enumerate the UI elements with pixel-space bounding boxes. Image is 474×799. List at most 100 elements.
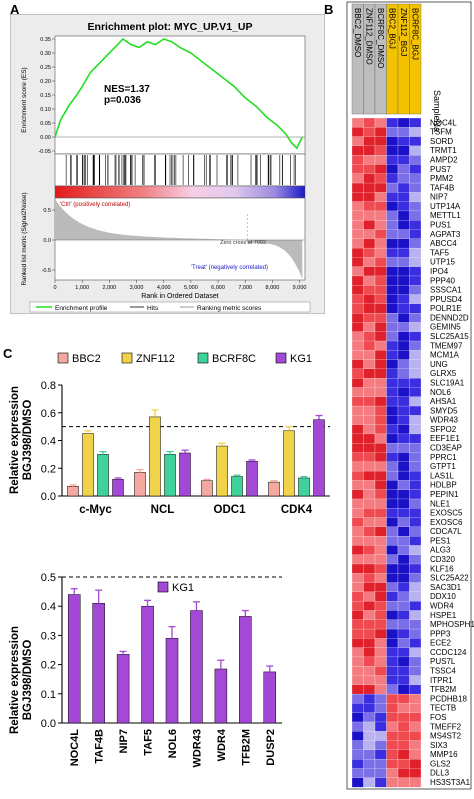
heatmap-cell [351,601,364,611]
heatmap-cell [386,396,399,407]
heatmap-cell [397,424,410,435]
heatmap-cell [386,433,399,444]
heatmap-cell [397,331,410,342]
heatmap-cell [386,480,399,491]
heatmap-cell [397,693,410,704]
rank-color-bar [54,185,306,199]
heatmap-cell [351,322,364,333]
gene-label: IPO4 [430,267,449,276]
heatmap-cell [374,294,387,305]
heatmap-cell [409,777,422,788]
heatmap-cell [386,777,399,788]
gene-label: EEF1E1 [430,434,460,443]
gene-label: EXOSC5 [430,509,463,518]
heatmap-cell [363,415,376,426]
heatmap-cell [374,424,387,435]
bar [190,610,203,724]
bar [112,479,124,497]
category-label: NCL [151,504,175,516]
heatmap-cell [386,749,399,760]
heatmap-cell [409,749,422,760]
heatmap-cell [386,340,399,351]
bar [141,605,154,724]
heatmap-cell [409,433,422,444]
heatmap-cell [363,684,376,695]
heatmap-cell [351,712,364,723]
heatmap-cell [386,285,399,295]
gene-label: FOS [430,713,446,722]
gene-label: UTP15 [430,258,455,267]
heatmap-cell [351,173,364,184]
heatmap-cell [374,470,387,481]
heatmap-cell [374,721,387,732]
heatmap-cell [386,117,399,128]
heatmap-cell [386,563,399,574]
heatmap-cell [397,480,410,491]
heatmap-cell [409,470,422,481]
heatmap-cell [363,378,376,388]
heatmap-cell [386,517,399,528]
legend-profile-label: Enrichment profile [55,305,108,312]
gene-label: ALG3 [430,546,451,555]
heatmap-cell [397,405,410,416]
heatmap-cell [351,331,364,342]
heatmap-cell [386,229,399,240]
gene-label: PPRC1 [430,453,457,462]
bar [116,654,130,724]
gene-label: SSSCA1 [430,286,462,295]
es-tick-label: 0.15 [40,93,51,99]
heatmap-cell [374,192,387,203]
panel-letter-a: A [10,2,20,17]
gsea-title: Enrichment plot: MYC_UP.V1_UP [88,21,253,33]
heatmap-cell [397,136,410,147]
heatmap-cell [363,638,376,649]
bar1-ylabel-line2: BGJ398/DMSO [22,400,34,481]
heatmap-cell [351,220,364,230]
heatmap-cell [409,517,422,528]
y-tick-label: 0.0 [41,491,56,503]
heatmap-cell [409,684,422,695]
heatmap-cell [351,508,364,518]
heatmap-cell [363,740,376,751]
heatmap-cell [409,675,422,686]
heatmap-cell [351,415,364,426]
heatmap-cell [397,155,410,165]
es-ylabel: Enrichment score (ES) [21,67,28,132]
heatmap-cell [374,303,387,314]
heatmap-cell [351,266,364,277]
gene-label: NOC4L [430,118,457,127]
heatmap-cell [363,266,376,277]
heatmap-cell [363,489,376,500]
heatmap-cell [351,517,364,528]
heatmap-cell [397,117,410,128]
heatmap-cell [351,647,364,658]
heatmap-cell [397,238,410,249]
heatmap-cell [409,452,422,463]
column-header [409,3,422,115]
category-label: TAF5 [143,729,155,756]
heatmap-cell [409,480,422,491]
gene-label: TAF4B [430,183,454,192]
heatmap-cell [351,164,364,175]
heatmap-cell [409,526,422,537]
heatmap-cell [363,498,376,509]
column-header-label: BBC2_DMSO [353,8,362,57]
rank-xlabel: Rank in Ordered Dataset [141,293,218,300]
heatmap-cell [409,266,422,277]
heatmap-cell [409,136,422,147]
heatmap-cell [397,359,410,370]
gene-label: ABCC4 [430,239,457,248]
heatmap-cell [397,740,410,751]
heatmap-cell [386,721,399,732]
gene-label: MS4ST2 [430,732,462,741]
heatmap-cell [409,238,422,249]
heatmap-cell [397,303,410,314]
heatmap-cell [409,285,422,295]
heatmap-cell [409,405,422,416]
gene-label: SAC3D1 [430,583,462,592]
heatmap-cell [409,443,422,453]
heatmap-cell [397,201,410,212]
heatmap-cell [374,554,387,565]
heatmap-cell [397,647,410,658]
heatmap-cell [374,313,387,323]
